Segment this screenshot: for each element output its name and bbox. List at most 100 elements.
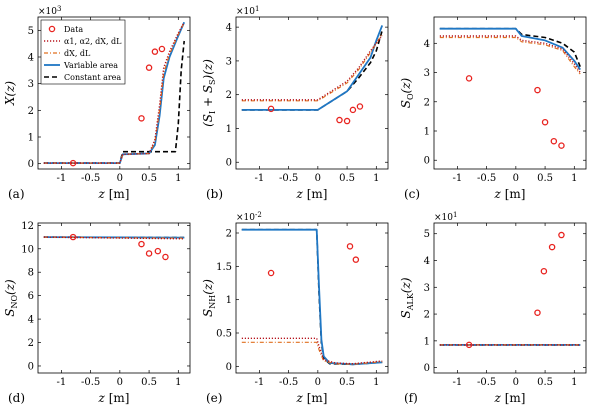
axis-multiplier: ×10-2 bbox=[236, 211, 262, 223]
x-tick-label: -0.5 bbox=[477, 173, 496, 184]
data-point bbox=[558, 231, 565, 239]
x-tick-label: 1 bbox=[571, 377, 577, 388]
data-point bbox=[154, 247, 162, 255]
data-point bbox=[145, 250, 153, 257]
y-axis-label: SNO(z) bbox=[3, 279, 19, 317]
panel-a: -1 -0.5 0 0.5 1 0 1 2 3 4 5 ×103 z [m] X(z) (a) Data α1,… bbox=[3, 5, 191, 201]
data-point bbox=[267, 105, 275, 113]
x-tick-label: 0.5 bbox=[141, 377, 157, 388]
x-tick-label: 0 bbox=[315, 377, 321, 388]
x-tick-label: 0 bbox=[117, 173, 123, 184]
data-point bbox=[346, 243, 354, 250]
series-line--dx-dl bbox=[43, 236, 185, 240]
y-axis-label: SALK(z) bbox=[399, 277, 415, 318]
data-point bbox=[69, 233, 77, 241]
x-tick-label: 0 bbox=[513, 173, 519, 184]
legend-box bbox=[40, 19, 126, 85]
series-line-variable-area bbox=[241, 228, 383, 366]
y-tick-label: 5 bbox=[28, 26, 34, 37]
data-point bbox=[162, 253, 169, 261]
data-point bbox=[548, 243, 556, 251]
x-axis-label: z [m] bbox=[494, 391, 526, 405]
x-tick-label: -1 bbox=[255, 173, 265, 184]
plot-frame bbox=[433, 222, 587, 374]
y-tick-label: 1 bbox=[424, 336, 430, 347]
y-tick-label: 8 bbox=[28, 268, 34, 279]
x-tick-label: 0.5 bbox=[339, 173, 355, 184]
y-tick-label: 1.5 bbox=[216, 262, 232, 273]
data-point bbox=[267, 269, 275, 277]
panel-label: (d) bbox=[8, 391, 25, 405]
x-tick-label: -1 bbox=[57, 377, 67, 388]
y-tick-label: 1 bbox=[424, 127, 430, 138]
y-tick-label: 4 bbox=[28, 315, 34, 326]
axis-multiplier: ×101 bbox=[236, 5, 259, 17]
data-point bbox=[151, 48, 159, 55]
data-point bbox=[349, 106, 357, 114]
data-point bbox=[558, 142, 565, 149]
panel-e: -1 -0.5 0 0.5 1 0 0.5 1 1.5 2 ×10-2 z [m] SNH(z) (e) bbox=[201, 211, 389, 405]
axis-multiplier: ×103 bbox=[38, 5, 61, 17]
y-tick-label: 2 bbox=[28, 106, 34, 117]
plot-frame bbox=[37, 222, 191, 374]
y-tick-label: 0 bbox=[226, 158, 232, 169]
x-tick-label: -0.5 bbox=[279, 377, 298, 388]
panel-label: (c) bbox=[404, 187, 420, 201]
y-axis-label: X(z) bbox=[3, 81, 17, 107]
data-point bbox=[540, 267, 548, 275]
x-tick-label: -1 bbox=[453, 377, 463, 388]
legend-entry: Data bbox=[64, 25, 83, 34]
y-tick-label: 0 bbox=[226, 362, 232, 373]
y-tick-label: 4 bbox=[424, 256, 430, 267]
data-point bbox=[541, 118, 549, 126]
data-point bbox=[534, 309, 541, 316]
legend-entry: Constant area bbox=[64, 73, 121, 82]
x-tick-label: 0.5 bbox=[537, 377, 553, 388]
panel-f: -1 -0.5 0 0.5 1 0 1 2 3 4 5 ×101 z [m] SALK(z) (f) bbox=[399, 211, 587, 405]
x-tick-label: 0 bbox=[117, 377, 123, 388]
plot-frame bbox=[37, 16, 191, 170]
x-tick-label: 1 bbox=[175, 377, 181, 388]
series-line-constant-area bbox=[439, 27, 581, 67]
y-tick-label: 3 bbox=[424, 68, 430, 79]
y-tick-label: 0 bbox=[28, 361, 34, 372]
data-point bbox=[465, 75, 473, 82]
x-tick-label: 1 bbox=[175, 173, 181, 184]
x-tick-label: 0.5 bbox=[141, 173, 157, 184]
x-tick-label: -0.5 bbox=[81, 377, 100, 388]
series-line-dx-dl bbox=[439, 36, 581, 75]
data-point bbox=[138, 115, 145, 122]
x-tick-label: -0.5 bbox=[279, 173, 298, 184]
x-axis-label: z [m] bbox=[296, 391, 328, 405]
x-tick-label: 0.5 bbox=[537, 173, 553, 184]
y-tick-label: 3 bbox=[226, 56, 232, 67]
panel-label: (e) bbox=[206, 391, 222, 405]
y-tick-label: 2 bbox=[424, 97, 430, 108]
legend-marker-data bbox=[48, 25, 56, 33]
data-point bbox=[356, 103, 364, 110]
x-tick-label: -0.5 bbox=[477, 377, 496, 388]
y-tick-label: 2 bbox=[226, 90, 232, 101]
legend: Data α1, α2, dX, dL dX, dL Variable area Con… bbox=[40, 19, 126, 85]
data-point bbox=[69, 159, 77, 167]
y-tick-label: 3 bbox=[424, 283, 430, 294]
data-point bbox=[550, 137, 558, 145]
axis-multiplier: ×101 bbox=[434, 211, 457, 223]
x-tick-label: -1 bbox=[453, 173, 463, 184]
data-point bbox=[343, 117, 351, 125]
y-tick-label: 1 bbox=[28, 133, 34, 144]
legend-entry: α1, α2, dX, dL bbox=[64, 37, 122, 46]
x-tick-label: -1 bbox=[255, 377, 265, 388]
y-tick-label: 4 bbox=[28, 53, 34, 64]
data-point bbox=[138, 240, 145, 248]
y-tick-label: 10 bbox=[21, 244, 34, 255]
y-tick-label: 1 bbox=[226, 295, 232, 306]
x-tick-label: -0.5 bbox=[81, 173, 100, 184]
x-tick-label: 1 bbox=[571, 173, 577, 184]
y-tick-label: 4 bbox=[226, 23, 232, 34]
x-tick-label: 1 bbox=[373, 377, 379, 388]
x-axis-label: z [m] bbox=[296, 187, 328, 201]
y-tick-label: 0 bbox=[424, 156, 430, 167]
